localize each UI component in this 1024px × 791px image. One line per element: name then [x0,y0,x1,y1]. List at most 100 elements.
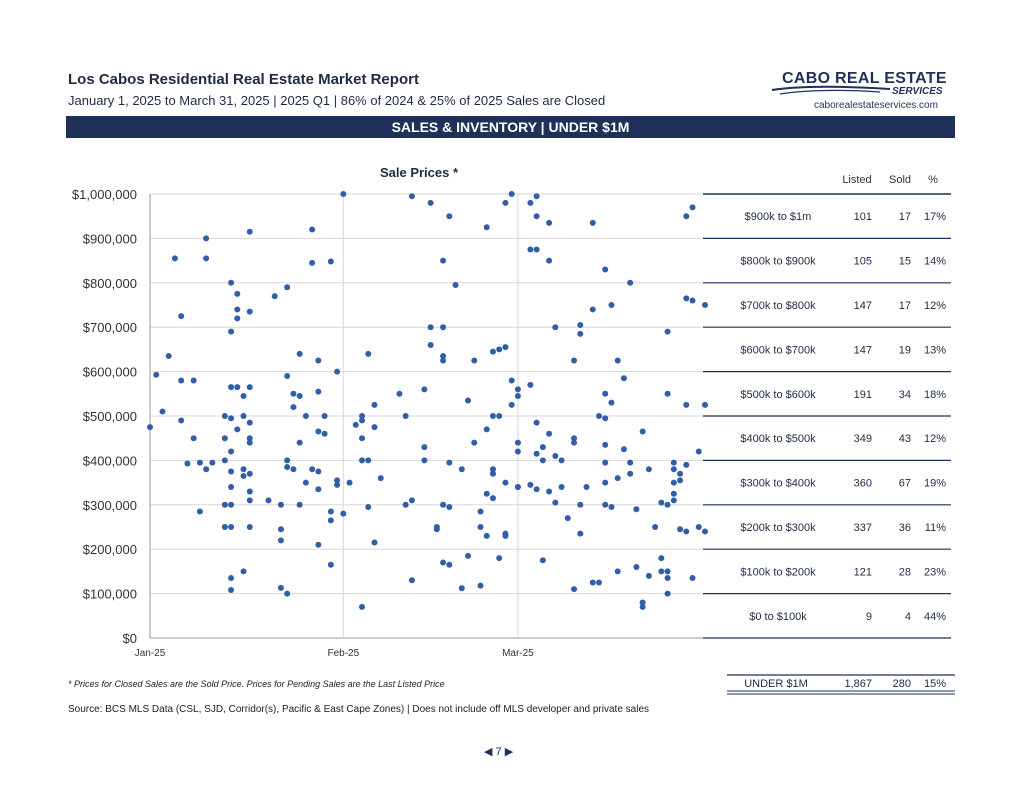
sale-point [296,393,303,400]
sale-point [446,504,453,511]
sale-point [446,459,453,466]
sale-point [408,193,415,200]
sale-point [228,468,235,475]
table-row-listed: 147 [854,344,872,356]
sale-point [664,590,671,597]
sale-point [633,506,640,513]
table-row-sold: 15 [899,256,911,268]
sale-point [440,501,447,508]
table-row-listed: 121 [854,566,872,578]
sale-point [421,457,428,464]
sale-point [508,377,515,384]
sale-point [664,328,671,335]
sale-point [552,452,559,459]
sale-point [228,575,235,582]
sale-point [290,404,297,411]
sale-point [440,357,447,364]
table-row-sold: 34 [899,389,911,401]
sale-point [284,590,291,597]
sale-point [477,508,484,515]
sale-point [483,426,490,433]
table-row-pct: 19% [924,478,946,490]
sale-point [296,439,303,446]
table-row-pct: 11% [925,522,946,534]
table-row-pct: 44% [924,611,946,623]
sale-point [489,470,496,477]
sale-point [670,497,677,504]
sale-point [315,388,322,395]
sale-point [595,579,602,586]
sale-point [171,255,178,262]
y-tick-label: $600,000 [83,365,137,380]
sale-point [365,350,372,357]
sale-point [602,441,609,448]
sale-point [359,603,366,610]
sale-point [234,426,241,433]
sale-point [589,579,596,586]
sale-point [309,259,316,266]
sale-point [602,501,609,508]
sale-point [234,315,241,322]
sale-point [571,439,578,446]
sale-point [589,219,596,226]
sale-point [234,290,241,297]
table-header: Sold [889,174,911,186]
sale-point [527,199,534,206]
sale-point [514,393,521,400]
sale-point [190,377,197,384]
page-navigator: ◀ 7 ▶ [484,745,513,758]
sale-point [315,428,322,435]
sale-point [664,568,671,575]
sale-point [477,524,484,530]
sale-point [496,346,503,353]
y-tick-label: $0 [123,631,137,646]
sale-point [377,475,384,482]
sale-point [702,401,708,408]
sale-point [327,258,334,265]
sale-point [240,393,247,400]
sale-point [508,191,515,197]
sale-point [471,357,478,364]
table-row-range: $500k to $600k [740,389,816,401]
source-note: Source: BCS MLS Data (CSL, SJD, Corridor… [68,704,650,715]
table-row-pct: 12% [924,433,946,445]
sale-point [265,497,272,504]
x-tick-label: Feb-25 [327,648,359,659]
sale-point [184,460,191,467]
sale-point [159,408,166,415]
y-tick-label: $900,000 [83,231,137,246]
table-row-listed: 337 [854,522,872,534]
sale-point [277,537,284,544]
next-page-icon[interactable]: ▶ [504,746,514,758]
sale-point [677,470,684,477]
prev-page-icon[interactable]: ◀ [484,746,493,758]
sale-point [477,582,484,589]
sale-point [683,401,690,408]
sale-point [608,302,615,308]
sale-point [645,466,652,473]
sale-point [539,444,546,451]
sale-point [683,213,690,220]
sale-point [178,313,185,320]
sale-point [652,524,659,530]
sale-point [440,353,447,360]
sale-point [440,324,447,331]
total-sold: 280 [893,678,911,690]
sale-point [371,539,378,546]
table-row-sold: 36 [899,522,911,534]
sale-point [539,457,546,464]
sale-point [321,430,328,437]
sale-point [240,568,247,575]
sale-point [539,557,546,564]
sale-point [602,459,609,466]
sale-point [228,384,235,391]
table-row-pct: 13% [924,344,946,356]
sale-point [346,479,353,486]
total-listed: 1,867 [844,678,872,690]
sale-point [352,421,359,428]
sale-point [334,477,341,484]
sale-point [514,448,521,455]
sale-point [153,371,160,378]
sale-point [645,572,652,579]
